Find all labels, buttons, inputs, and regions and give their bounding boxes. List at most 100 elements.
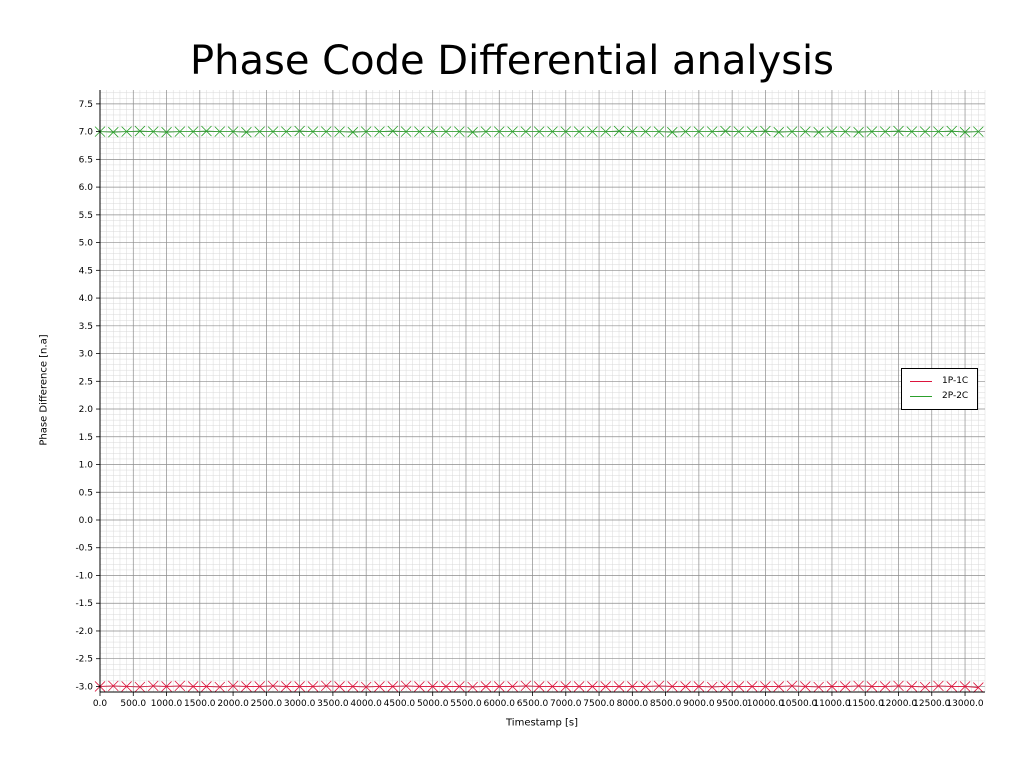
data-point — [360, 681, 372, 693]
data-point — [520, 126, 532, 137]
data-point — [587, 126, 598, 137]
data-point — [334, 681, 345, 692]
data-point — [214, 681, 226, 693]
y-tick-label: 1.0 — [79, 461, 94, 471]
x-tick-label: 12500.0 — [913, 699, 950, 709]
data-point — [573, 126, 585, 137]
data-point — [467, 126, 478, 138]
data-point — [440, 681, 452, 692]
data-point — [773, 681, 785, 692]
data-point — [973, 126, 984, 137]
data-point — [427, 681, 438, 692]
data-point — [480, 126, 492, 137]
data-point — [733, 126, 745, 137]
data-point — [640, 681, 651, 692]
x-ticks: 0.0 500.0 1000.0 1500.0 2000.0 2500.0 3000.0 35… — [93, 692, 984, 709]
data-point — [374, 126, 385, 137]
data-point — [973, 682, 984, 693]
data-point — [826, 681, 838, 692]
data-point — [706, 681, 718, 693]
data-point — [134, 681, 146, 693]
data-point — [174, 680, 186, 692]
x-tick-label: 6000.0 — [483, 699, 515, 709]
data-point — [800, 126, 811, 137]
data-point — [826, 126, 838, 137]
data-point — [813, 126, 824, 138]
x-tick-label: 1000.0 — [151, 699, 183, 709]
data-point — [147, 680, 159, 692]
data-point — [400, 126, 412, 137]
x-tick-label: 2000.0 — [217, 699, 249, 709]
y-tick-label: 5.0 — [79, 239, 94, 249]
data-point — [520, 680, 532, 692]
data-point — [360, 126, 372, 137]
legend: 1P-1C 2P-2C — [901, 368, 978, 410]
data-point — [879, 681, 891, 692]
data-point — [560, 126, 572, 137]
data-point — [347, 126, 359, 138]
data-point — [547, 681, 558, 692]
x-tick-label: 500.0 — [120, 699, 146, 709]
data-point — [493, 126, 505, 137]
data-point — [640, 126, 651, 137]
x-tick-label: 0.0 — [93, 699, 108, 709]
data-point — [706, 126, 718, 137]
data-point — [254, 126, 265, 137]
data-point — [720, 681, 731, 692]
data-point — [400, 680, 412, 692]
data-point — [893, 125, 904, 137]
y-tick-label: 4.5 — [79, 266, 93, 276]
data-point — [227, 680, 239, 692]
data-point — [267, 680, 279, 692]
y-tick-label: 6.5 — [79, 155, 93, 165]
data-point — [108, 126, 119, 138]
data-point — [773, 126, 785, 138]
x-tick-label: 7000.0 — [550, 699, 582, 709]
data-point — [533, 126, 545, 137]
data-point — [786, 126, 798, 137]
x-tick-label: 8000.0 — [617, 699, 649, 709]
y-tick-label: 3.5 — [79, 322, 93, 332]
data-point — [547, 126, 558, 137]
x-tick-label: 12000.0 — [880, 699, 917, 709]
data-point — [627, 681, 638, 692]
x-tick-label: 5000.0 — [417, 699, 449, 709]
y-tick-label: -3.0 — [75, 682, 93, 692]
data-point — [254, 681, 265, 692]
legend-item-1p-1c: 1P-1C — [910, 375, 968, 387]
data-point — [800, 681, 811, 692]
data-point — [387, 681, 399, 692]
major-grid — [99, 90, 985, 692]
data-point — [946, 681, 958, 692]
data-point — [613, 681, 625, 692]
y-tick-label: 5.5 — [79, 211, 93, 221]
x-tick-label: 9500.0 — [716, 699, 748, 709]
data-point — [467, 681, 478, 693]
data-point — [919, 681, 931, 693]
data-point — [227, 126, 239, 137]
y-tick-label: 7.5 — [79, 100, 93, 110]
data-point — [627, 126, 638, 137]
data-point — [893, 680, 904, 692]
data-point — [600, 681, 611, 692]
data-point — [480, 681, 492, 692]
data-point — [440, 126, 452, 137]
data-point — [454, 681, 465, 692]
y-ticks: -3.0 -2.5 -2.0 -1.5 -1.0 -0.5 0.0 0.5 1.0 1.5 2.0 2… — [75, 100, 100, 692]
data-point — [786, 680, 798, 692]
data-point — [454, 126, 465, 137]
x-tick-label: 5500.0 — [450, 699, 482, 709]
y-tick-label: 3.0 — [79, 350, 94, 360]
x-tick-label: 1500.0 — [184, 699, 216, 709]
data-point — [560, 681, 572, 692]
data-point — [600, 126, 611, 137]
x-tick-label: 7500.0 — [583, 699, 615, 709]
data-point — [507, 681, 518, 692]
data-point — [134, 125, 146, 137]
data-point — [174, 126, 186, 137]
data-point — [959, 681, 971, 692]
legend-swatch — [910, 380, 932, 382]
minor-grid — [100, 90, 986, 693]
data-point — [214, 126, 226, 137]
